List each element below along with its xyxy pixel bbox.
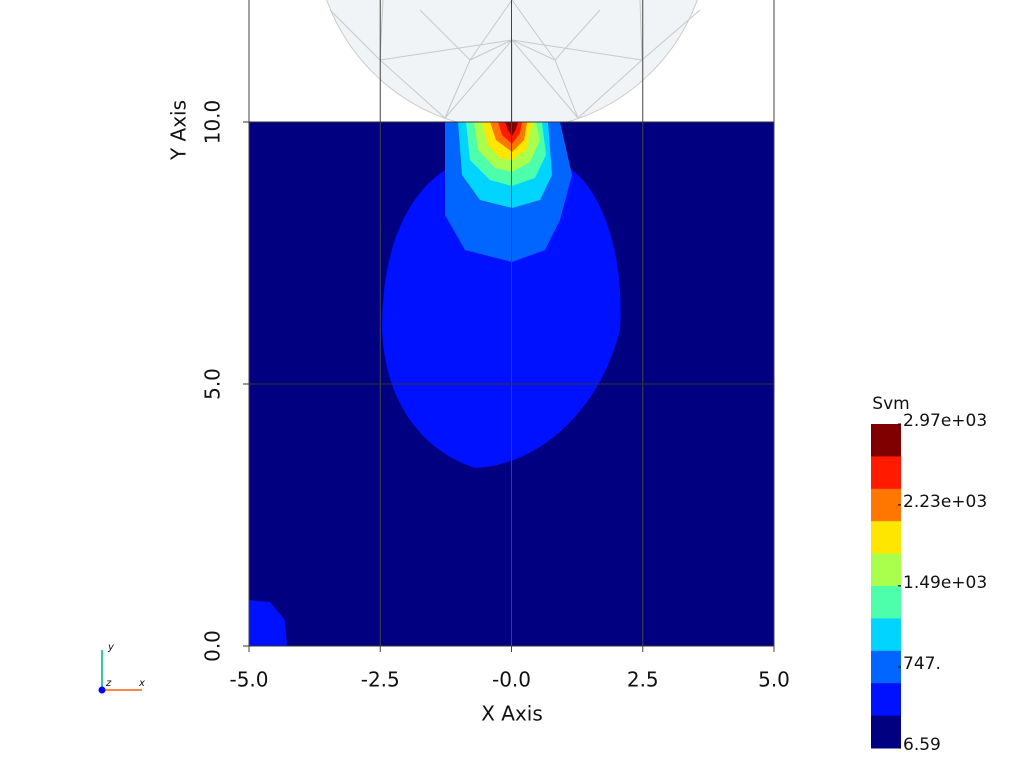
x-axis-label: X Axis (481, 702, 543, 726)
colorbar-band (871, 553, 901, 587)
contour (249, 600, 287, 646)
svg-text:x: x (138, 678, 145, 689)
y-tick-label: 10.0 (201, 100, 225, 145)
colorbar-tick-label: 747. (903, 654, 941, 674)
contour (382, 160, 621, 468)
colorbar-band (871, 521, 901, 555)
colorbar-tick-label: 1.49e+03 (903, 573, 987, 593)
colorbar-tick-label: 2.23e+03 (903, 492, 987, 512)
colorbar-tick-label: 2.97e+03 (903, 411, 987, 431)
colorbar-band (871, 618, 901, 652)
colorbar-band (871, 683, 901, 717)
x-tick-label: -2.5 (361, 668, 400, 692)
colorbar-title: Svm (872, 394, 909, 414)
colorbar-tick-label: 6.59 (903, 735, 941, 755)
colorbar-band (871, 650, 901, 684)
x-tick-label: -5.0 (229, 668, 268, 692)
colorbar-band (871, 456, 901, 490)
y-axis-label: Y Axis (167, 100, 191, 161)
x-tick-label: -0.0 (492, 668, 531, 692)
orientation-axes: y x z (98, 642, 145, 694)
y-tick-label: 0.0 (201, 630, 225, 662)
x-tick-label: 5.0 (758, 668, 790, 692)
colorbar-band (871, 424, 901, 457)
svg-text:y: y (107, 642, 115, 653)
y-tick-label: 5.0 (201, 368, 225, 400)
svg-text:z: z (105, 678, 112, 689)
colorbar-band (871, 715, 901, 749)
colorbar-band (871, 488, 901, 522)
x-tick-label: 2.5 (627, 668, 659, 692)
colorbar-band (871, 586, 901, 619)
